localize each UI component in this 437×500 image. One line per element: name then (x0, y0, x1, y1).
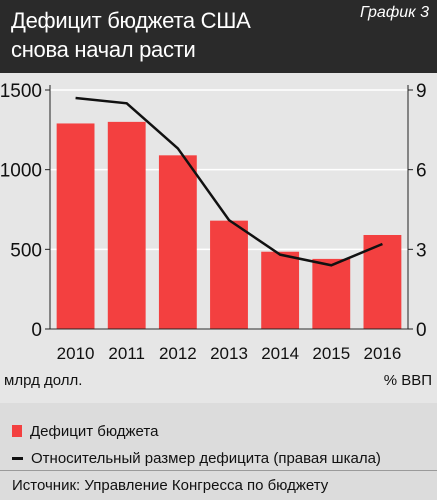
bar-2014 (261, 251, 300, 329)
source-divider (0, 470, 437, 471)
x-tick-label-2016: 2016 (364, 344, 402, 363)
chart-title-line-2: снова начал расти (11, 37, 196, 62)
x-tick-label-2013: 2013 (210, 344, 248, 363)
y-left-tick-label-1: 500 (10, 240, 42, 261)
legend-line-swatch (12, 456, 23, 460)
y-left-tick-label-3: 1500 (0, 81, 42, 102)
y-right-tick-label-2: 6 (416, 161, 427, 182)
x-tick-label-2011: 2011 (108, 344, 145, 363)
bar-2013 (210, 220, 248, 329)
x-tick-label-2014: 2014 (261, 344, 299, 363)
legend: Дефицит бюджета Относительный размер деф… (0, 414, 437, 470)
y-left-tick-label-2: 1000 (0, 161, 42, 182)
x-tick-label-2015: 2015 (312, 344, 350, 363)
bar-2015 (312, 258, 351, 329)
x-tick-label-2012: 2012 (159, 344, 197, 363)
plot-area: 0 500 1000 1500 0 3 6 9 2010 2011 2012 2013 2014 2015… (0, 73, 437, 403)
legend-bar-swatch (12, 425, 22, 437)
source-note: Источник: Управление Конгресса по бюджет… (12, 477, 329, 494)
chart-title-line-1: Дефицит бюджета США (11, 8, 251, 33)
bar-2011 (107, 121, 146, 329)
y-right-axis-label: % ВВП (384, 372, 432, 389)
bar-2010 (56, 123, 95, 330)
bar-2016 (363, 234, 402, 329)
legend-item-ratio: Относительный размер дефицита (правая шк… (12, 448, 381, 468)
chart-svg: 0 500 1000 1500 0 3 6 9 2010 2011 2012 2013 2014 2015… (0, 81, 432, 389)
legend-ratio-label: Относительный размер дефицита (правая шк… (31, 449, 381, 467)
legend-deficit-label: Дефицит бюджета (30, 422, 159, 440)
y-left-tick-label-0: 0 (31, 320, 42, 341)
legend-item-deficit: Дефицит бюджета (12, 421, 158, 441)
y-right-tick-label-3: 9 (416, 81, 427, 102)
chart-header: Дефицит бюджета США снова начал расти Гр… (0, 0, 437, 73)
bar-2012 (158, 155, 197, 329)
x-tick-label-2010: 2010 (57, 344, 95, 363)
chart-number-label: График 3 (360, 4, 429, 21)
y-right-tick-label-0: 0 (416, 320, 427, 341)
y-left-axis-label: млрд долл. (4, 372, 82, 389)
y-right-tick-label-1: 3 (416, 240, 427, 261)
